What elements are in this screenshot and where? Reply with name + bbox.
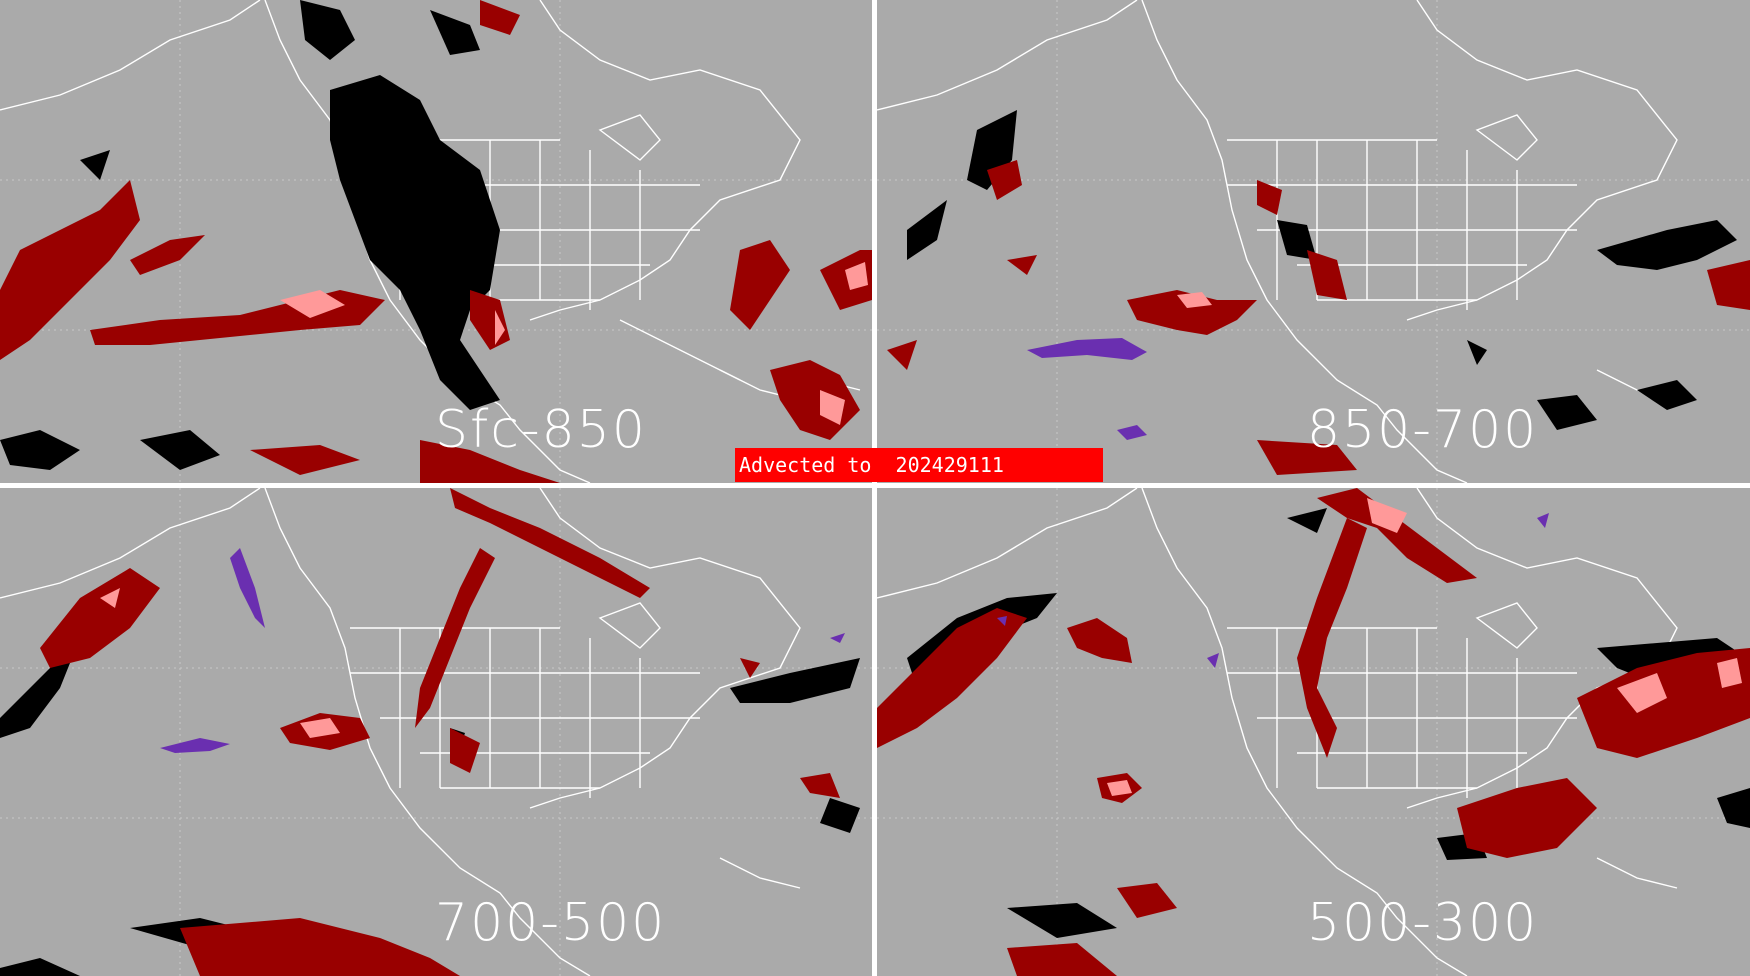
panel-700-500: 700-500 [0,488,872,976]
layer-label-700-500: 700-500 [435,893,667,953]
map-sfc-850 [0,0,872,483]
map-850-700 [877,0,1750,483]
map-700-500 [0,488,872,976]
panel-850-700: 850-700 [877,0,1750,483]
panel-sfc-850: Sfc-850 [0,0,872,483]
layer-label-sfc-850: Sfc-850 [435,400,647,460]
layer-label-500-300: 500-300 [1307,893,1539,953]
panel-500-300: 500-300 [877,488,1750,976]
layer-label-850-700: 850-700 [1307,400,1539,460]
advected-to-banner: Advected to 202429111 [735,448,1103,482]
map-500-300 [877,488,1750,976]
